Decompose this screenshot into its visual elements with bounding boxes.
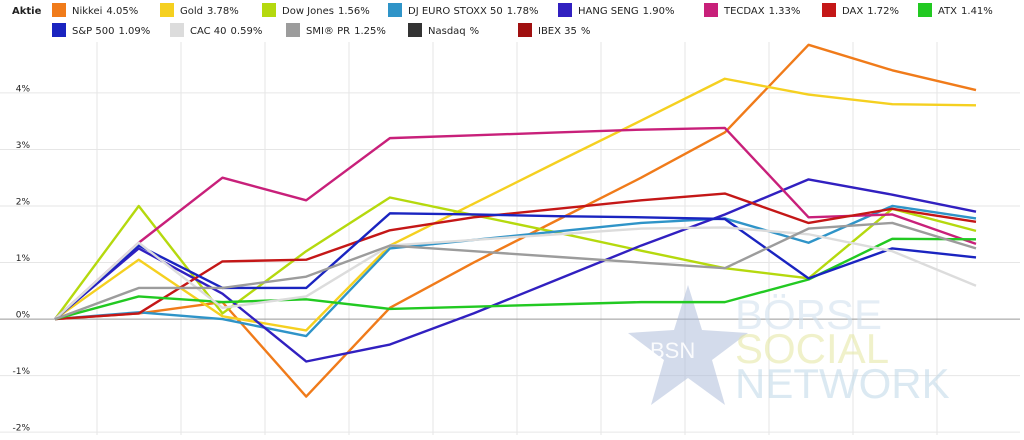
legend-item: SMI® PR 1.25%: [286, 23, 386, 37]
legend-title: Aktie: [12, 6, 42, 17]
legend-name: SMI® PR: [306, 26, 350, 37]
y-tick-label: 0%: [16, 311, 31, 321]
series-line: [54, 212, 977, 320]
legend-item: Gold 3.78%: [160, 3, 239, 17]
y-tick-label: -2%: [12, 424, 30, 434]
legend-value: 1.33%: [769, 6, 801, 17]
legend-value: 0.59%: [231, 26, 263, 37]
legend-name: Nikkei: [72, 6, 102, 17]
series-line: [54, 77, 977, 332]
legend-name: CAC 40: [190, 26, 227, 37]
series-line: [54, 226, 977, 320]
legend-swatch: [518, 23, 532, 37]
series-line: [54, 43, 977, 398]
legend-name: S&P 500: [72, 26, 114, 37]
legend-item: Dow Jones 1.56%: [262, 3, 370, 17]
legend-item: Nikkei 4.05%: [52, 3, 138, 17]
watermark-text: BSN: [650, 338, 695, 363]
legend-swatch: [52, 23, 66, 37]
legend-name: ATX: [938, 6, 957, 17]
legend-swatch: [704, 3, 718, 17]
legend-value: 1.41%: [961, 6, 993, 17]
legend-value: 1.09%: [118, 26, 150, 37]
y-tick-label: 3%: [16, 141, 31, 151]
legend-item: TECDAX 1.33%: [704, 3, 800, 17]
watermark-text: SOCIAL: [735, 325, 889, 372]
legend-value: %: [581, 26, 591, 37]
legend-swatch: [262, 3, 276, 17]
watermark-star: [628, 285, 748, 405]
legend-swatch: [822, 3, 836, 17]
legend-name: HANG SENG: [578, 6, 639, 17]
legend-swatch: [52, 3, 66, 17]
legend-value: 1.90%: [643, 6, 675, 17]
legend-swatch: [286, 23, 300, 37]
legend-swatch: [388, 3, 402, 17]
legend-value: 4.05%: [106, 6, 138, 17]
legend-name: IBEX 35: [538, 26, 577, 37]
legend-name: DJ EURO STOXX 50: [408, 6, 503, 17]
legend-item: HANG SENG 1.90%: [558, 3, 674, 17]
watermark-text: BÖRSE: [735, 291, 882, 338]
series-line: [54, 192, 977, 321]
legend-item: IBEX 35%: [518, 23, 590, 37]
legend-name: Nasdaq: [428, 26, 466, 37]
legend-name: DAX: [842, 6, 863, 17]
legend-value: 3.78%: [207, 6, 239, 17]
watermark-text: NETWORK: [735, 360, 950, 407]
series-line: [54, 126, 977, 320]
legend-value: 1.72%: [867, 6, 899, 17]
legend-value: 1.25%: [354, 26, 386, 37]
series-line: [54, 178, 977, 363]
y-tick-label: 2%: [16, 197, 31, 207]
y-tick-label: -1%: [12, 367, 30, 377]
legend-swatch: [160, 3, 174, 17]
legend-value: 1.56%: [338, 6, 370, 17]
legend-name: TECDAX: [723, 6, 765, 17]
legend-item: ATX 1.41%: [918, 3, 993, 17]
legend-name: Dow Jones: [282, 6, 334, 17]
legend-swatch: [558, 3, 572, 17]
legend-value: %: [470, 26, 480, 37]
legend-item: CAC 40 0.59%: [170, 23, 262, 37]
y-tick-label: 4%: [16, 84, 31, 94]
legend-item: Nasdaq%: [408, 23, 479, 37]
legend-swatch: [918, 3, 932, 17]
legend-swatch: [170, 23, 184, 37]
y-tick-label: 1%: [16, 254, 31, 264]
legend-value: 1.78%: [507, 6, 539, 17]
legend-item: DAX 1.72%: [822, 3, 899, 17]
legend-item: S&P 500 1.09%: [52, 23, 150, 37]
legend-name: Gold: [180, 6, 203, 17]
series-line: [54, 221, 977, 321]
legend-item: DJ EURO STOXX 50 1.78%: [388, 3, 539, 17]
legend-swatch: [408, 23, 422, 37]
